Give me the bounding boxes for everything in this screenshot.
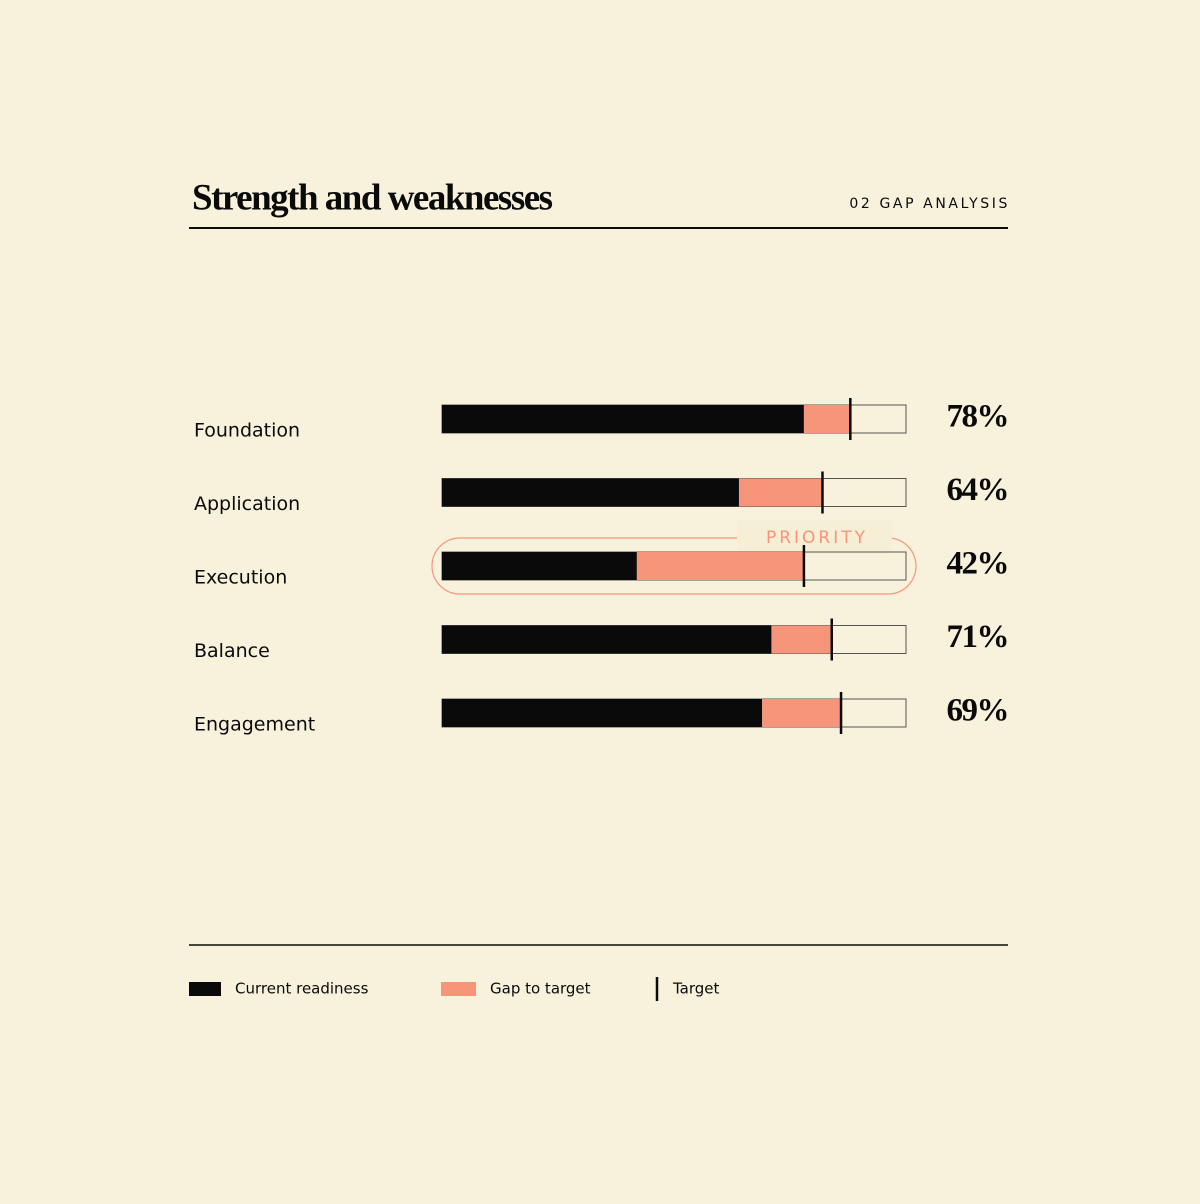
category-label: Execution	[194, 567, 287, 589]
category-label: Foundation	[194, 420, 300, 442]
gap-bar	[762, 699, 842, 727]
value-label: 78%	[947, 399, 1009, 435]
legend-label: Current readiness	[235, 980, 369, 998]
gap-bar	[738, 478, 823, 507]
priority-label: PRIORITY	[766, 528, 868, 548]
gap-bar	[771, 625, 832, 654]
readiness-bar	[442, 625, 772, 654]
readiness-bar	[442, 478, 739, 507]
category-label: Balance	[194, 640, 270, 662]
gap-bar	[803, 405, 851, 433]
gap-bar	[636, 552, 804, 580]
legend-swatch	[189, 982, 221, 996]
readiness-bar	[442, 552, 637, 580]
category-label: Engagement	[194, 714, 315, 736]
value-label: 64%	[947, 472, 1009, 508]
value-label: 71%	[947, 619, 1009, 655]
priority-label-bg	[737, 520, 892, 554]
value-label: 42%	[947, 546, 1009, 582]
chart-subtitle: 02 GAP ANALYSIS	[849, 196, 1010, 212]
category-label: Application	[194, 493, 300, 515]
chart-title: Strength and weaknesses	[192, 177, 553, 218]
legend-label: Target	[672, 980, 720, 998]
value-label: 69%	[947, 693, 1009, 729]
legend-swatch	[441, 982, 476, 996]
readiness-bar	[442, 699, 763, 727]
readiness-bar	[442, 405, 804, 433]
priority-outline	[431, 537, 917, 595]
legend-label: Gap to target	[490, 980, 591, 998]
